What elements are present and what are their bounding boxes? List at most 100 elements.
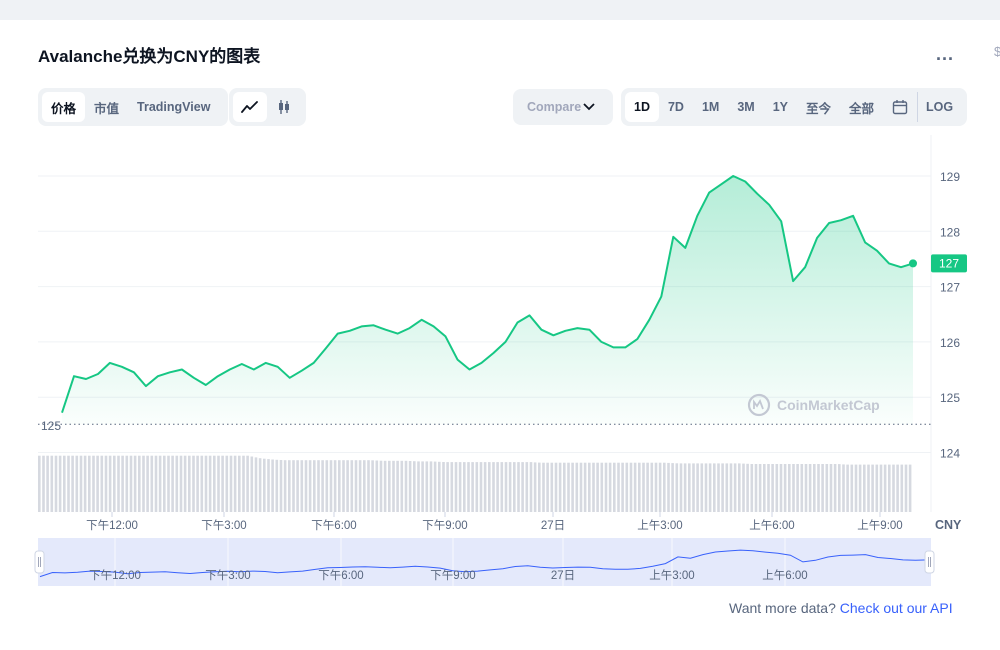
volume-bar [738, 463, 741, 512]
volume-bar [250, 456, 254, 512]
line-chart-icon[interactable] [233, 92, 267, 122]
range-navigator[interactable]: 下午12:00 下午3:00 下午6:00 下午9:00 27日 上午3:00 上午6:00 [34, 538, 935, 586]
volume-bar [800, 464, 804, 512]
range-3m[interactable]: 3M [737, 100, 755, 114]
range-1d[interactable]: 1D [625, 92, 659, 122]
volume-bar [42, 455, 45, 512]
volume-bar [392, 460, 395, 512]
compare-dropdown[interactable]: Compare [513, 89, 613, 125]
volume-bar [388, 460, 391, 512]
volume-bar [308, 460, 312, 512]
range-1y[interactable]: 1Y [772, 100, 789, 114]
volume-bar [304, 460, 308, 512]
volume-bar [638, 462, 641, 512]
tab-price[interactable]: 价格 [42, 92, 86, 122]
volume-bar [433, 461, 437, 512]
volume-bar [421, 461, 424, 512]
volume-bar [279, 460, 283, 512]
volume-bar [825, 464, 829, 512]
volume-bar [642, 462, 645, 512]
volume-bar [379, 460, 383, 512]
volume-bar [654, 462, 658, 512]
range-1m[interactable]: 1M [701, 100, 720, 114]
volume-bar [233, 455, 237, 512]
volume-bar [521, 462, 524, 512]
volume-bar [71, 455, 74, 512]
volume-bar [317, 460, 320, 512]
volume-bar [83, 455, 87, 512]
volume-bar [775, 464, 779, 512]
volume-bar [604, 462, 608, 512]
volume-bar [333, 460, 337, 512]
volume-bar [708, 463, 712, 512]
volume-bar [525, 462, 529, 512]
volume-bar [438, 461, 441, 512]
volume-bar [96, 455, 99, 512]
volume-bar [471, 462, 474, 512]
navigator-ticks: 下午12:00 下午3:00 下午6:00 下午9:00 27日 上午3:00 上午6:00 [89, 569, 808, 582]
x-tick-label: 27日 [541, 520, 565, 532]
volume-bar [229, 455, 233, 512]
x-tick-label: 下午9:00 [422, 519, 467, 532]
volume-bar [896, 464, 899, 512]
calendar-icon[interactable] [883, 92, 917, 122]
volume-bar [463, 462, 466, 512]
volume-bar [900, 464, 904, 512]
tab-market-cap[interactable]: 市值 [94, 101, 120, 116]
volume-bar [208, 455, 212, 512]
more-options-icon[interactable]: ... [936, 44, 955, 64]
volume-bar [858, 464, 862, 512]
volume-bar [154, 455, 158, 512]
volume-bar [246, 455, 249, 512]
volume-bar [513, 462, 516, 512]
chart-title: Avalanche兑换为CNY的图表 [38, 47, 261, 66]
volume-bar [683, 463, 687, 512]
volume-bar [675, 463, 679, 512]
volume-bar [458, 462, 462, 512]
volume-bar [792, 464, 795, 512]
currency-label: CNY [935, 518, 962, 532]
volume-bar [613, 462, 616, 512]
volume-bar [258, 458, 262, 512]
volume-bar [167, 455, 170, 512]
navigator-tick-label: 下午3:00 [205, 569, 250, 582]
volume-bar [346, 460, 349, 512]
volume-bar [275, 459, 279, 512]
volume-bar [908, 464, 912, 512]
range-ytd[interactable]: 至今 [806, 101, 832, 116]
log-scale-toggle[interactable]: LOG [917, 92, 962, 122]
volume-bar [113, 455, 116, 512]
volume-bar [196, 455, 199, 512]
tab-tradingview[interactable]: TradingView [137, 100, 211, 114]
volume-bar [725, 463, 729, 512]
volume-bar [817, 464, 820, 512]
navigator-tick-label: 下午6:00 [318, 569, 363, 582]
range-all[interactable]: 全部 [849, 101, 875, 116]
chart-metric-tabs: 价格 市值 TradingView [38, 88, 228, 126]
volume-bar [500, 462, 504, 512]
volume-bar [488, 462, 491, 512]
volume-bar [225, 455, 229, 512]
navigator-right-handle[interactable] [924, 550, 935, 574]
volume-bar [663, 462, 666, 512]
volume-bar [221, 455, 224, 512]
volume-bar [550, 462, 554, 512]
watermark-text: CoinMarketCap [777, 397, 880, 413]
api-link[interactable]: Check out our API [839, 600, 953, 616]
volume-bar [875, 464, 879, 512]
volume-bar [117, 455, 120, 512]
volume-bar [413, 461, 416, 512]
footer-text: Want more data? [729, 600, 836, 616]
range-7d[interactable]: 7D [667, 100, 684, 114]
volume-bar [588, 462, 591, 512]
volume-bar [779, 464, 783, 512]
navigator-left-handle[interactable] [34, 550, 45, 574]
candlestick-icon[interactable] [267, 92, 301, 122]
volume-bar [721, 463, 724, 512]
navigator-tick-label: 27日 [551, 570, 575, 582]
volume-bar [838, 464, 841, 512]
volume-bar [517, 462, 520, 512]
volume-bar [217, 455, 220, 512]
volume-bar [754, 464, 758, 512]
price-area [62, 176, 913, 425]
